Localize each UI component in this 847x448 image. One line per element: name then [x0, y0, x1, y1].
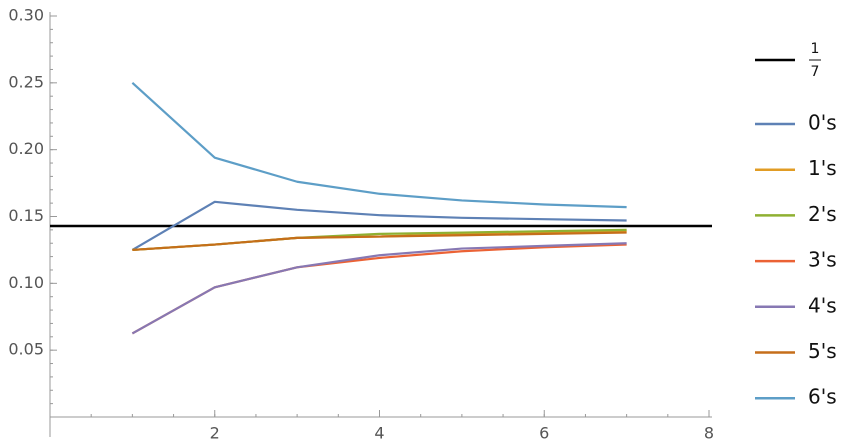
series-line	[132, 231, 627, 252]
legend-label: 1's	[808, 156, 837, 180]
y-tick-label: 0.05	[8, 340, 44, 359]
series-line	[131, 243, 627, 335]
legend-label: 0's	[808, 111, 837, 135]
y-tick-label: 0.10	[8, 273, 44, 292]
y-tick-label: 0.25	[8, 72, 44, 91]
legend-label: 5's	[808, 339, 837, 363]
x-tick-label: 4	[374, 424, 384, 443]
legend-fraction-denominator: 7	[811, 64, 820, 80]
series-line	[131, 200, 627, 251]
x-tick-label: 2	[210, 424, 220, 443]
y-tick-label: 0.30	[8, 6, 44, 25]
x-tick-label: 6	[539, 424, 549, 443]
legend-label: 2's	[808, 202, 837, 226]
series-line	[131, 242, 627, 335]
y-tick-label: 0.15	[8, 206, 44, 225]
legend-fraction-numerator: 1	[811, 41, 820, 57]
legend-label: 4's	[808, 293, 837, 317]
legend-label: 3's	[808, 248, 837, 272]
series-line	[131, 82, 627, 209]
legend-label: 6's	[808, 385, 837, 409]
y-tick-label: 0.20	[8, 139, 44, 158]
x-tick-label: 8	[704, 424, 714, 443]
